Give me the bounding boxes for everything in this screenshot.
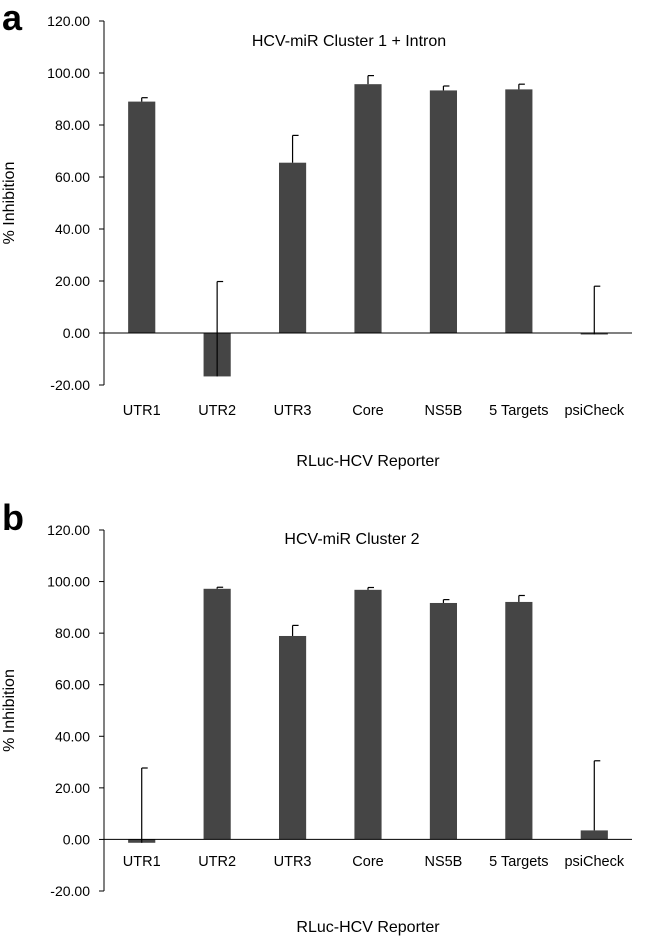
chart-b: HCV-miR Cluster 2 % Inhibition RLuc-HCV Re… bbox=[1, 522, 632, 936]
x-tick-label: Core bbox=[352, 403, 383, 419]
panel-a: a HCV-miR Cluster 1 + Intron % Inhibition… bbox=[1, 0, 632, 470]
panel-letter: b bbox=[2, 497, 24, 538]
bar bbox=[505, 89, 533, 333]
chart-title: HCV-miR Cluster 2 bbox=[284, 531, 419, 548]
y-tick-label: 40.00 bbox=[55, 221, 90, 237]
y-tick-label: 60.00 bbox=[55, 677, 90, 693]
x-axis-label: RLuc-HCV Reporter bbox=[296, 919, 440, 936]
bar bbox=[580, 830, 608, 840]
y-tick-label: 100.00 bbox=[47, 65, 90, 81]
bar bbox=[354, 84, 382, 334]
chart-a: HCV-miR Cluster 1 + Intron % Inhibition RL… bbox=[1, 13, 632, 470]
y-tick-label: 20.00 bbox=[55, 780, 90, 796]
x-axis-label: RLuc-HCV Reporter bbox=[296, 453, 440, 470]
y-tick-label: 80.00 bbox=[55, 117, 90, 133]
y-tick-label: 0.00 bbox=[63, 325, 90, 341]
panel-letter: a bbox=[2, 0, 23, 38]
panel-b: b HCV-miR Cluster 2 % Inhibition RLuc-HCV … bbox=[0, 500, 650, 938]
bar bbox=[278, 635, 307, 840]
y-tick-label: 0.00 bbox=[63, 831, 90, 847]
bar bbox=[354, 589, 382, 840]
chart-title: HCV-miR Cluster 1 + Intron bbox=[252, 33, 446, 50]
y-tick-label: 20.00 bbox=[55, 273, 90, 289]
x-tick-label: UTR2 bbox=[198, 403, 236, 419]
x-tick-label: UTR3 bbox=[274, 403, 312, 419]
y-tick-label: 40.00 bbox=[55, 728, 90, 744]
bar bbox=[128, 101, 156, 333]
x-tick-label: NS5B bbox=[424, 403, 462, 419]
y-tick-label: 120.00 bbox=[47, 13, 90, 29]
bar bbox=[505, 601, 533, 840]
x-tick-label: UTR3 bbox=[274, 854, 312, 870]
bar bbox=[203, 588, 231, 840]
x-tick-label: UTR1 bbox=[123, 403, 161, 419]
y-tick-label: 100.00 bbox=[47, 574, 90, 590]
x-tick-label: 5 Targets bbox=[489, 854, 548, 870]
x-tick-label: psiCheck bbox=[564, 854, 624, 870]
y-axis-label: % Inhibition bbox=[1, 162, 18, 245]
bar bbox=[278, 162, 307, 333]
x-tick-label: psiCheck bbox=[564, 403, 624, 419]
x-tick-label: 5 Targets bbox=[489, 403, 548, 419]
y-tick-label: 80.00 bbox=[55, 625, 90, 641]
x-tick-label: Core bbox=[352, 854, 383, 870]
y-tick-label: -20.00 bbox=[50, 883, 90, 899]
bar bbox=[429, 90, 458, 333]
y-tick-label: -20.00 bbox=[50, 377, 90, 393]
x-tick-label: NS5B bbox=[424, 854, 462, 870]
x-tick-label: UTR1 bbox=[123, 854, 161, 870]
bar bbox=[429, 602, 458, 840]
y-tick-label: 120.00 bbox=[47, 522, 90, 538]
x-tick-label: UTR2 bbox=[198, 854, 236, 870]
y-axis-label: % Inhibition bbox=[1, 669, 18, 752]
y-tick-label: 60.00 bbox=[55, 169, 90, 185]
